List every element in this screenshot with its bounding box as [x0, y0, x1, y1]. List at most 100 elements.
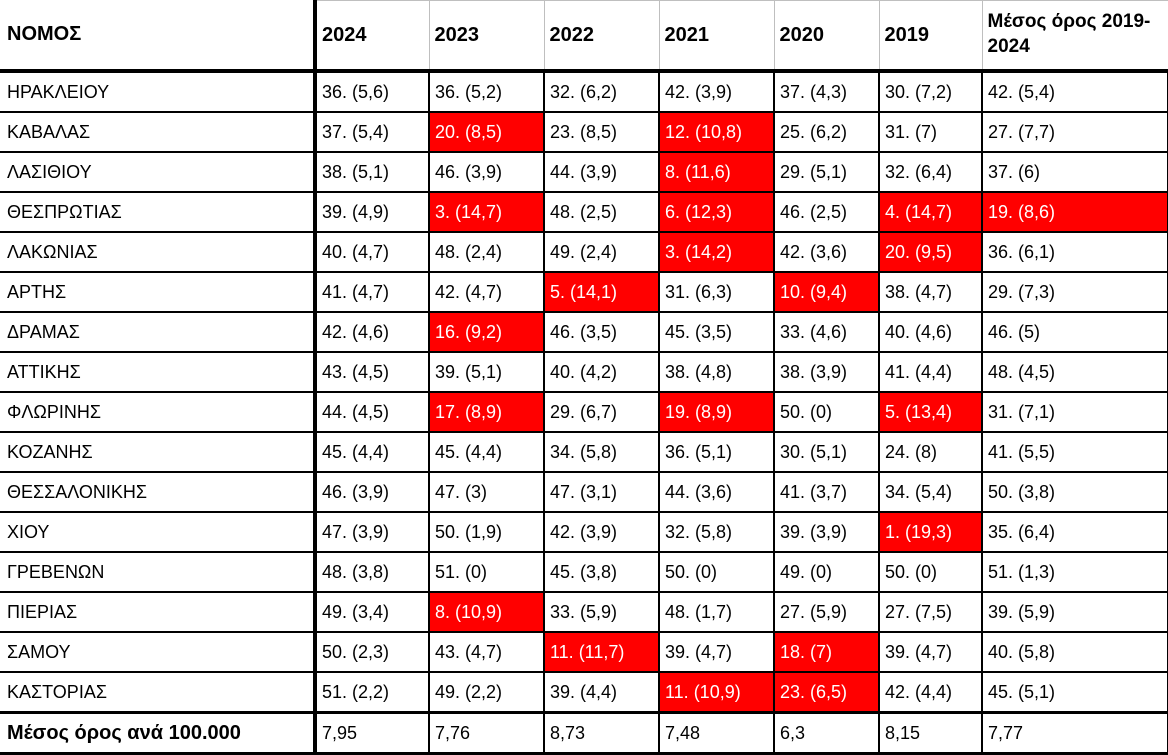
rank-cell: 41. (4,4) [878, 351, 983, 393]
rank-cell: 30. (5,1) [773, 431, 880, 473]
rank-cell: 40. (5,8) [981, 631, 1168, 673]
rank-cell: 31. (6,3) [658, 271, 775, 313]
rank-cell: 27. (5,9) [773, 591, 880, 633]
rank-cell: 44. (4,5) [314, 391, 430, 433]
rank-cell: 50. (2,3) [314, 631, 430, 673]
rank-cell-highlighted: 12. (10,8) [658, 111, 775, 153]
table-row: ΚΟΖΑΝΗΣ 45. (4,4) 45. (4,4) 34. (5,8) 36. (5… [0, 431, 1168, 473]
column-header-2023: 2023 [428, 0, 545, 73]
table-header: ΝΟΜΟΣ 2024 2023 2022 2021 2020 2019 Μέσο… [0, 0, 1168, 73]
rank-cell: 45. (4,4) [314, 431, 430, 473]
rank-cell: 30. (7,2) [878, 70, 983, 113]
rank-cell: 44. (3,9) [543, 151, 660, 193]
rank-cell: 37. (5,4) [314, 111, 430, 153]
row-label: ΑΤΤΙΚΗΣ [0, 351, 317, 393]
rank-cell-highlighted: 6. (12,3) [658, 191, 775, 233]
rank-cell: 47. (3,1) [543, 471, 660, 513]
table-row: ΛΑΚΩΝΙΑΣ 40. (4,7) 48. (2,4) 49. (2,4) 3. (1… [0, 231, 1168, 273]
rank-cell: 46. (5) [981, 311, 1168, 353]
rank-cell-highlighted: 10. (9,4) [773, 271, 880, 313]
rank-cell: 38. (5,1) [314, 151, 430, 193]
rank-cell-highlighted: 20. (9,5) [878, 231, 983, 273]
rank-cell: 40. (4,6) [878, 311, 983, 353]
rank-cell: 35. (6,4) [981, 511, 1168, 553]
column-header-nomos: ΝΟΜΟΣ [0, 0, 317, 73]
rank-cell: 34. (5,4) [878, 471, 983, 513]
rank-cell: 45. (4,4) [428, 431, 545, 473]
table-row: ΛΑΣΙΘΙΟΥ 38. (5,1) 46. (3,9) 44. (3,9) 8. (1… [0, 151, 1168, 193]
table-row: ΓΡΕΒΕΝΩΝ 48. (3,8) 51. (0) 45. (3,8) 50. (0)… [0, 551, 1168, 593]
rank-cell: 42. (4,7) [428, 271, 545, 313]
table-row: ΚΑΒΑΛΑΣ 37. (5,4) 20. (8,5) 23. (8,5) 12. (1… [0, 111, 1168, 153]
rank-cell: 42. (3,9) [658, 70, 775, 113]
footer-value-2024: 7,95 [314, 711, 430, 755]
footer-value-average: 7,77 [981, 711, 1168, 755]
row-label: ΘΕΣΣΑΛΟΝΙΚΗΣ [0, 471, 317, 513]
footer-label: Μέσος όρος ανά 100.000 [0, 711, 317, 755]
rank-cell: 39. (5,1) [428, 351, 545, 393]
row-label: ΚΑΣΤΟΡΙΑΣ [0, 671, 317, 714]
rank-cell: 37. (6) [981, 151, 1168, 193]
rank-cell: 50. (0) [658, 551, 775, 593]
table-row: ΦΛΩΡΙΝΗΣ 44. (4,5) 17. (8,9) 29. (6,7) 19. (… [0, 391, 1168, 433]
rank-cell: 36. (6,1) [981, 231, 1168, 273]
rank-cell-highlighted: 23. (6,5) [773, 671, 880, 714]
rank-cell-highlighted: 19. (8,6) [981, 191, 1168, 233]
rank-cell: 32. (6,2) [543, 70, 660, 113]
rank-cell: 32. (6,4) [878, 151, 983, 193]
rank-cell: 39. (4,7) [658, 631, 775, 673]
rank-cell: 48. (1,7) [658, 591, 775, 633]
rank-cell: 48. (4,5) [981, 351, 1168, 393]
table-row: ΑΡΤΗΣ 41. (4,7) 42. (4,7) 5. (14,1) 31. (6,3… [0, 271, 1168, 313]
rank-cell: 47. (3) [428, 471, 545, 513]
rank-cell: 40. (4,7) [314, 231, 430, 273]
rank-cell-highlighted: 3. (14,7) [428, 191, 545, 233]
rank-cell: 33. (4,6) [773, 311, 880, 353]
rank-cell: 25. (6,2) [773, 111, 880, 153]
table-row: ΠΙΕΡΙΑΣ 49. (3,4) 8. (10,9) 33. (5,9) 48. (1… [0, 591, 1168, 633]
rank-cell-highlighted: 3. (14,2) [658, 231, 775, 273]
rank-cell-highlighted: 20. (8,5) [428, 111, 545, 153]
rank-cell: 47. (3,9) [314, 511, 430, 553]
row-label: ΦΛΩΡΙΝΗΣ [0, 391, 317, 433]
rank-cell: 31. (7,1) [981, 391, 1168, 433]
rank-cell: 43. (4,5) [314, 351, 430, 393]
rank-cell: 43. (4,7) [428, 631, 545, 673]
rank-cell: 49. (3,4) [314, 591, 430, 633]
row-label: ΗΡΑΚΛΕΙΟΥ [0, 70, 317, 113]
rank-cell-highlighted: 18. (7) [773, 631, 880, 673]
column-header-average: Μέσος όρος 2019-2024 [981, 0, 1168, 73]
rank-cell: 32. (5,8) [658, 511, 775, 553]
rank-cell: 36. (5,1) [658, 431, 775, 473]
rank-cell-highlighted: 11. (10,9) [658, 671, 775, 714]
table-body: ΗΡΑΚΛΕΙΟΥ 36. (5,6) 36. (5,2) 32. (6,2) 42. … [0, 70, 1168, 714]
rank-cell: 49. (0) [773, 551, 880, 593]
rank-cell-highlighted: 16. (9,2) [428, 311, 545, 353]
rank-cell: 29. (6,7) [543, 391, 660, 433]
footer-value-2020: 6,3 [773, 711, 880, 755]
rank-cell: 42. (5,4) [981, 70, 1168, 113]
rank-cell-highlighted: 17. (8,9) [428, 391, 545, 433]
rank-cell-highlighted: 8. (11,6) [658, 151, 775, 193]
row-label: ΔΡΑΜΑΣ [0, 311, 317, 353]
rank-cell: 24. (8) [878, 431, 983, 473]
header-row: ΝΟΜΟΣ 2024 2023 2022 2021 2020 2019 Μέσο… [0, 0, 1168, 73]
rank-cell: 45. (3,8) [543, 551, 660, 593]
rank-cell: 46. (2,5) [773, 191, 880, 233]
rank-cell: 36. (5,6) [314, 70, 430, 113]
rank-cell: 50. (0) [773, 391, 880, 433]
footer-value-2023: 7,76 [428, 711, 545, 755]
rank-cell-highlighted: 11. (11,7) [543, 631, 660, 673]
rank-cell: 49. (2,4) [543, 231, 660, 273]
rank-cell: 44. (3,6) [658, 471, 775, 513]
row-label: ΣΑΜΟΥ [0, 631, 317, 673]
rank-cell: 46. (3,5) [543, 311, 660, 353]
rank-cell: 31. (7) [878, 111, 983, 153]
row-label: ΠΙΕΡΙΑΣ [0, 591, 317, 633]
rank-cell: 29. (7,3) [981, 271, 1168, 313]
rank-cell: 36. (5,2) [428, 70, 545, 113]
rank-cell: 39. (5,9) [981, 591, 1168, 633]
rank-cell: 48. (3,8) [314, 551, 430, 593]
row-label: ΛΑΣΙΘΙΟΥ [0, 151, 317, 193]
